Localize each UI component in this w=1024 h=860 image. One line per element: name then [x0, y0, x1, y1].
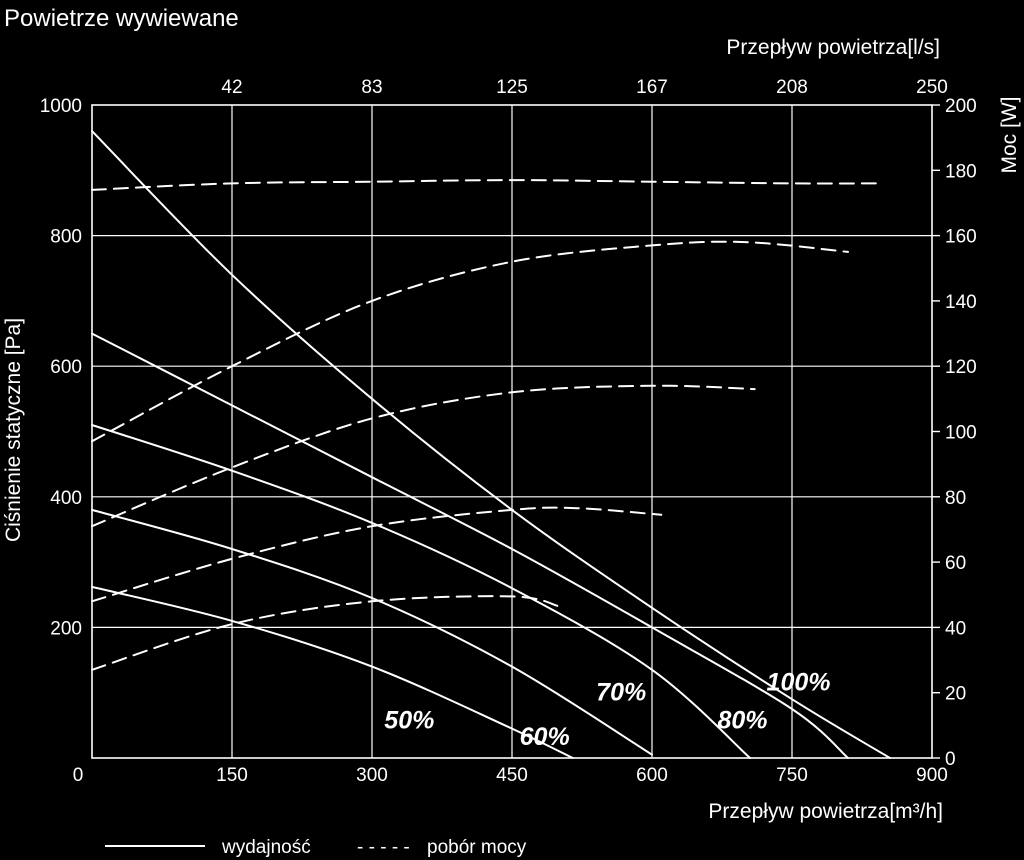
flow-curve-50 [91, 585, 574, 759]
legend: wydajność - - - - - pobór mocy [105, 837, 527, 858]
series-layer [91, 130, 891, 759]
legend-dashed-swatch: - - - - - [357, 837, 410, 858]
y-tick-label: 400 [50, 488, 82, 509]
x-tick-label: 600 [636, 765, 668, 786]
chart-title: Powietrze wywiewane [4, 5, 239, 32]
y-tick-label: 200 [50, 618, 82, 639]
x-tick-label: 150 [216, 765, 248, 786]
flow-label-50: 50% [384, 707, 434, 735]
power-curve-80 [91, 240, 849, 443]
y-right-tick-label: 40 [945, 618, 966, 639]
flow-curve-70 [91, 424, 751, 759]
flow-curve-80 [91, 332, 849, 759]
x-tick-label: 450 [496, 765, 528, 786]
x-top-tick-label: 167 [636, 77, 668, 98]
y-right-tick-label: 200 [945, 96, 977, 117]
y-tick-label: 1000 [40, 96, 82, 117]
x-top-tick-label: 83 [361, 77, 382, 98]
y-axis-right-label: Moc [W] [998, 97, 1021, 174]
y-right-tick-label: 0 [945, 749, 956, 770]
flow-label-70: 70% [596, 679, 646, 707]
power-curve-70 [91, 384, 756, 528]
x-axis-top-label: Przepływ powietrza[l/s] [726, 36, 940, 59]
y-right-tick-label: 180 [945, 161, 977, 182]
x-tick-label: 0 [73, 765, 84, 786]
flow-label-80: 80% [718, 707, 768, 735]
y-right-tick-label: 60 [945, 553, 966, 574]
y-tick-label: 600 [50, 357, 82, 378]
flow-label-60: 60% [520, 723, 570, 751]
x-top-tick-label: 208 [776, 77, 808, 98]
y-axis-label: Ciśnienie statyczne [Pa] [2, 318, 25, 542]
y-right-tick-label: 20 [945, 684, 966, 705]
legend-solid-label: wydajność [221, 837, 311, 858]
x-top-tick-label: 125 [496, 77, 528, 98]
power-curve-50 [91, 595, 560, 671]
y-right-tick-label: 120 [945, 357, 977, 378]
x-tick-label: 300 [356, 765, 388, 786]
flow-curve-100 [91, 130, 891, 759]
y-tick-label: 800 [50, 227, 82, 248]
x-top-tick-label: 42 [221, 77, 242, 98]
y-right-tick-label: 80 [945, 488, 966, 509]
power-curve-60 [91, 506, 663, 603]
flow-curve-60 [91, 508, 653, 756]
y-right-tick-label: 160 [945, 227, 977, 248]
y-right-tick-label: 140 [945, 292, 977, 313]
y-right-tick-label: 100 [945, 423, 977, 444]
x-top-tick-label: 250 [916, 77, 948, 98]
label-layer: 100%80%70%60%50%100%80%70%60%50% [384, 669, 831, 751]
legend-dashed-label: pobór mocy [427, 837, 527, 858]
x-axis-label: Przepływ powietrza[m³/h] [708, 800, 943, 823]
x-tick-label: 750 [776, 765, 808, 786]
flow-label-100: 100% [767, 669, 831, 697]
power-curve-100 [91, 179, 877, 191]
x-tick-label: 900 [916, 765, 948, 786]
